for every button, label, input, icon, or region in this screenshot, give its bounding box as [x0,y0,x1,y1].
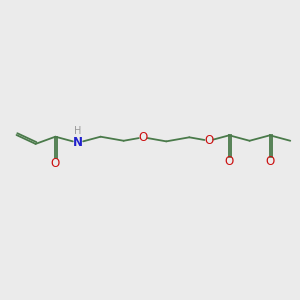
Text: O: O [139,131,148,144]
Text: O: O [204,134,214,147]
Text: H: H [74,126,82,136]
Text: O: O [51,157,60,169]
Text: O: O [265,155,274,168]
Text: O: O [225,155,234,168]
Text: N: N [73,136,83,149]
